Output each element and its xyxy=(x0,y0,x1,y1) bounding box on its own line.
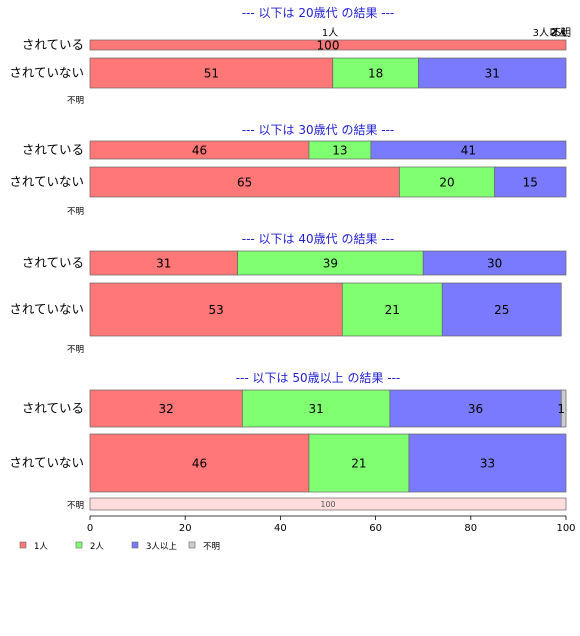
row-label: されている xyxy=(22,401,84,416)
data-label: 31 xyxy=(156,257,171,271)
bar-segment-one-person xyxy=(89,389,243,428)
data-label: 33 xyxy=(480,457,495,471)
data-label: 21 xyxy=(385,303,400,317)
row-label: 不明 xyxy=(67,96,84,106)
data-label: 25 xyxy=(494,303,509,317)
data-label: 100 xyxy=(320,500,335,509)
bar-segment-three-plus xyxy=(418,57,567,89)
bar-segment-three-plus xyxy=(408,433,567,493)
x-tick-label: 60 xyxy=(369,523,382,534)
bar-segment-two-person xyxy=(332,57,419,89)
series-label: 不明 xyxy=(551,27,571,39)
row-label: 不明 xyxy=(67,345,84,355)
data-label: 53 xyxy=(208,303,223,317)
legend-swatch xyxy=(131,541,139,549)
data-label: 30 xyxy=(487,257,502,271)
bar-segment-three-plus xyxy=(441,282,562,337)
data-label: 51 xyxy=(204,67,219,81)
row-label: されている xyxy=(22,37,84,52)
bar-segment-three-plus xyxy=(494,166,567,198)
legend-swatch xyxy=(188,541,196,549)
series-label: 3人以上 xyxy=(533,27,569,39)
row-label: されていない xyxy=(9,302,84,317)
data-label: 31 xyxy=(308,402,323,416)
series-label: 2人 xyxy=(551,27,567,39)
group-title: --- 以下は 20歳代 の結果 --- xyxy=(242,6,395,20)
series-label: 1人 xyxy=(322,27,338,39)
row-label: されていない xyxy=(9,174,84,189)
data-label: 36 xyxy=(468,402,483,416)
bar-segment-two-person xyxy=(308,433,410,493)
bar-segment-three-plus xyxy=(389,389,562,428)
bar-segment-unknown xyxy=(89,497,567,511)
row-label: されている xyxy=(22,255,84,270)
bar-segment-one-person xyxy=(89,282,343,337)
row-label: されていない xyxy=(9,455,84,470)
data-label: 13 xyxy=(332,144,347,158)
legend-label: 2人 xyxy=(90,542,104,552)
x-tick-label: 20 xyxy=(179,523,192,534)
x-tick-label: 100 xyxy=(556,523,575,534)
row-label: されている xyxy=(22,142,84,157)
row-label: 不明 xyxy=(67,207,84,217)
bar-segment-one-person xyxy=(89,39,567,51)
data-label: 32 xyxy=(159,402,174,416)
data-label: 31 xyxy=(485,67,500,81)
bar-segment-one-person xyxy=(89,433,310,493)
legend-label: 3人以上 xyxy=(146,542,177,552)
bar-segment-three-plus xyxy=(370,140,567,160)
data-label: 46 xyxy=(192,457,207,471)
data-label: 1 xyxy=(557,402,565,416)
data-label: 100 xyxy=(317,39,340,53)
legend-label: 1人 xyxy=(34,542,48,552)
data-label: 41 xyxy=(461,144,476,158)
data-label: 20 xyxy=(439,176,454,190)
data-label: 39 xyxy=(323,257,338,271)
group-title: --- 以下は 40歳代 の結果 --- xyxy=(242,232,395,246)
data-label: 18 xyxy=(368,67,383,81)
data-label: 15 xyxy=(523,176,538,190)
x-tick-label: 0 xyxy=(87,523,93,534)
legend-swatch xyxy=(75,541,83,549)
row-label: 不明 xyxy=(67,501,84,511)
bar-segment-three-plus xyxy=(422,250,567,276)
data-label: 65 xyxy=(237,176,252,190)
bar-segment-one-person xyxy=(89,250,238,276)
group-title: --- 以下は 50歳以上 の結果 --- xyxy=(236,371,401,385)
bar-segment-two-person xyxy=(241,389,391,428)
group-title: --- 以下は 30歳代 の結果 --- xyxy=(242,123,395,137)
data-label: 46 xyxy=(192,144,207,158)
bar-segment-two-person xyxy=(341,282,443,337)
bar-segment-two-person xyxy=(237,250,424,276)
legend-label: 不明 xyxy=(203,542,220,552)
row-label: されていない xyxy=(9,65,84,80)
x-tick-label: 80 xyxy=(464,523,477,534)
legend-swatch xyxy=(19,541,27,549)
data-label: 21 xyxy=(351,457,366,471)
bar-segment-unknown xyxy=(560,389,567,428)
x-tick-label: 40 xyxy=(274,523,287,534)
